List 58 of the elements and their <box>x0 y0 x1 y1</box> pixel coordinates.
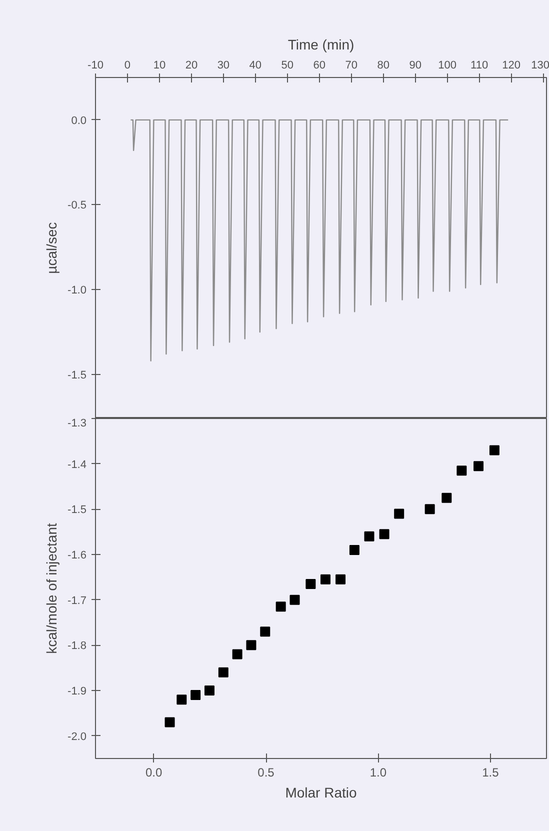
point <box>320 574 330 584</box>
point <box>246 640 256 650</box>
point <box>394 508 404 519</box>
line-series <box>130 119 509 362</box>
point <box>164 717 175 728</box>
y-tick-label: -1.0 <box>68 284 87 297</box>
x-tick-label: 130 <box>531 60 549 72</box>
x-tick-label: -10 <box>88 60 104 72</box>
point <box>218 667 228 678</box>
x-tick-label: 1.5 <box>482 766 500 780</box>
x-tick-label: 50 <box>281 60 294 72</box>
point <box>306 578 316 589</box>
y-tick-label: 0.0 <box>71 114 87 127</box>
y-tick-label: -1.7 <box>68 594 87 607</box>
point <box>349 544 360 555</box>
x-tick-label: 30 <box>217 60 230 72</box>
y-tick-label: -1.4 <box>68 458 87 471</box>
x-tick-label: 60 <box>313 60 326 72</box>
point <box>204 686 214 696</box>
x-tick-label: 100 <box>438 60 457 72</box>
point <box>442 492 452 503</box>
x-tick-label: 40 <box>249 60 262 72</box>
x-tick-label: 20 <box>185 60 198 72</box>
x-tick-label: 70 <box>345 60 358 72</box>
y-tick-label: -1.8 <box>68 640 87 652</box>
x-tick-label: 0.5 <box>258 766 275 780</box>
y-tick-label: -1.3 <box>68 418 87 430</box>
x-axis-title: Time (min) <box>288 36 354 52</box>
point <box>489 445 500 456</box>
point <box>424 504 435 514</box>
x-tick-label: 0 <box>124 60 131 72</box>
y-axis-title: µcal/sec <box>44 222 60 274</box>
y-tick-label: -0.5 <box>68 200 87 212</box>
point <box>456 466 467 476</box>
x-tick-label: 1.0 <box>370 766 387 780</box>
x-tick-label: 120 <box>502 60 520 72</box>
point <box>474 461 484 472</box>
y-axis-title: kcal/mole of injectant <box>44 523 60 654</box>
x-axis-title: Molar Ratio <box>285 784 358 800</box>
point <box>290 594 300 605</box>
point <box>232 649 242 660</box>
y-tick-label: -1.5 <box>68 369 87 382</box>
point <box>176 694 187 705</box>
point <box>379 529 390 540</box>
y-tick-label: -2.0 <box>68 730 87 743</box>
point <box>276 602 286 612</box>
point <box>260 626 270 637</box>
y-tick-label: -1.6 <box>68 550 87 562</box>
x-tick-label: 10 <box>153 60 166 72</box>
point <box>364 531 374 542</box>
x-tick-label: 110 <box>470 60 488 72</box>
x-tick-label: 0.0 <box>145 766 163 780</box>
y-tick-label: -1.9 <box>68 686 87 698</box>
x-tick-label: 90 <box>409 60 422 72</box>
point <box>190 690 201 700</box>
point <box>336 574 346 584</box>
x-tick-label: 80 <box>377 60 390 72</box>
y-tick-label: -1.5 <box>68 504 87 516</box>
